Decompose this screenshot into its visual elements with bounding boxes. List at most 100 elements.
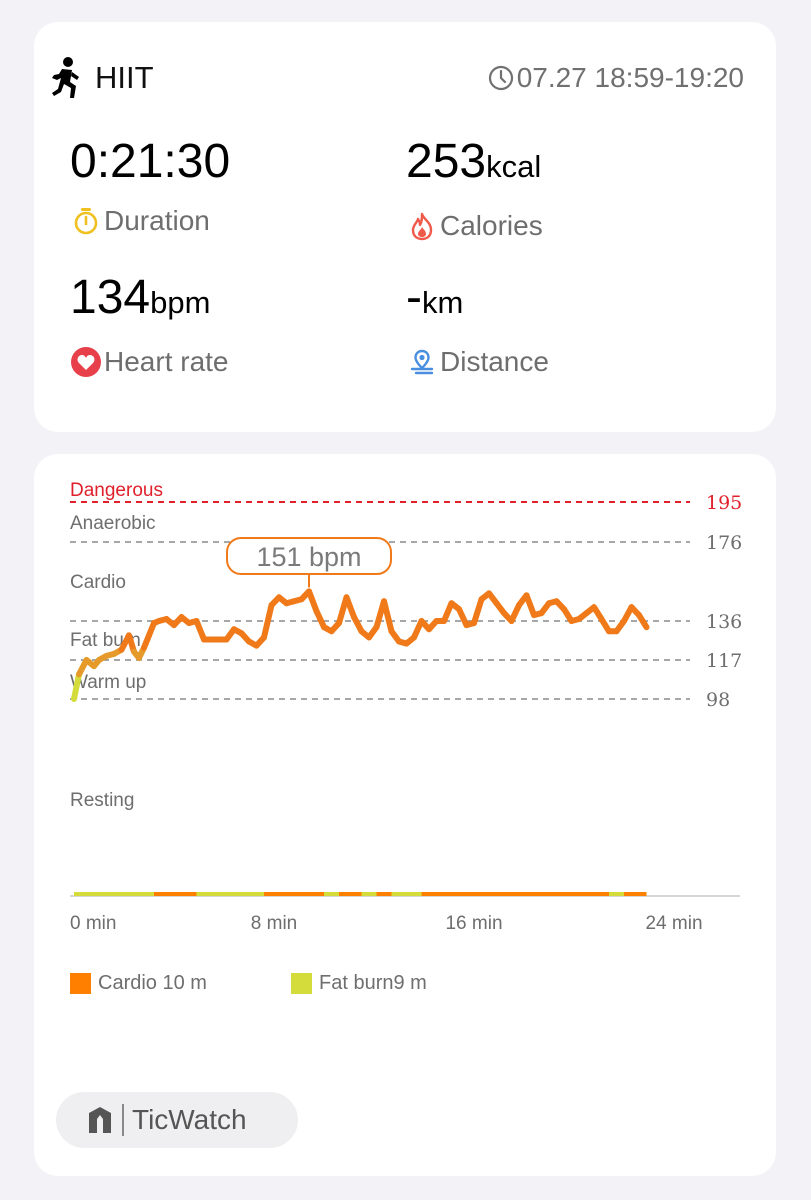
zone-strip-segment bbox=[601, 892, 609, 896]
x-tick-label: 0 min bbox=[70, 913, 116, 934]
calories-value: 253 bbox=[406, 135, 487, 188]
duration-value: 0:21:30 bbox=[70, 135, 231, 188]
zone-strip-segment bbox=[331, 892, 339, 896]
zone-strip-segment bbox=[421, 892, 429, 896]
legend-cardio-label: Cardio 10 m bbox=[98, 972, 207, 994]
zone-strip-segment bbox=[451, 892, 459, 896]
zone-strip-segment bbox=[489, 892, 497, 896]
zone-strip-segment bbox=[99, 892, 107, 896]
workout-summary-card: HIIT 07.27 18:59-19:20 0:21:30 Duration … bbox=[34, 22, 776, 432]
heart-rate-label: Heart rate bbox=[104, 346, 229, 377]
zone-label-warm-up: Warm up bbox=[70, 672, 146, 693]
zone-strip-segment bbox=[301, 892, 309, 896]
heart-rate-metric: 134bpm Heart rate bbox=[70, 270, 229, 379]
zone-strip-segment bbox=[264, 892, 272, 896]
zone-strip-segment bbox=[79, 892, 87, 896]
legend-item-fat-burn: Fat burn9 m bbox=[291, 972, 427, 995]
zone-strip-segment bbox=[279, 892, 287, 896]
duration-metric: 0:21:30 Duration bbox=[70, 134, 230, 238]
zone-strip-segment bbox=[139, 892, 144, 896]
cardio-swatch bbox=[70, 973, 91, 994]
zone-strip-segment bbox=[541, 892, 549, 896]
zone-strip-segment bbox=[256, 892, 264, 896]
brand-separator bbox=[122, 1104, 124, 1136]
zone-strip-segment bbox=[594, 892, 602, 896]
stopwatch-icon bbox=[74, 208, 98, 235]
zone-strip-segment bbox=[249, 892, 257, 896]
fat-burn-swatch bbox=[291, 973, 312, 994]
zone-strip-segment bbox=[616, 892, 624, 896]
peak-callout-label: 151 bpm bbox=[256, 542, 361, 572]
zone-strip-segment bbox=[144, 892, 149, 896]
zone-strip-segment bbox=[481, 892, 489, 896]
zone-strip-segment bbox=[219, 892, 227, 896]
zone-strip-segment bbox=[94, 892, 99, 896]
heart-rate-segment bbox=[636, 612, 650, 631]
zone-strip-segment bbox=[86, 892, 94, 896]
zone-strip-segment bbox=[429, 892, 437, 896]
ticwatch-brand-button[interactable]: TicWatch bbox=[56, 1092, 298, 1148]
zone-strip-segment bbox=[496, 892, 504, 896]
calories-label: Calories bbox=[440, 210, 543, 241]
clock-icon bbox=[488, 65, 513, 91]
zone-strip-segment bbox=[406, 892, 414, 896]
zone-strip-segment bbox=[286, 892, 294, 896]
zone-strip-segment bbox=[549, 892, 557, 896]
heart-rate-segment bbox=[306, 588, 320, 615]
zone-strip-segment bbox=[166, 892, 174, 896]
zone-strip-segment bbox=[121, 892, 129, 896]
calories-metric: 253kcal Calories bbox=[406, 134, 543, 243]
zone-strip-segment bbox=[346, 892, 354, 896]
zone-strip-segment bbox=[271, 892, 279, 896]
heart-rate-segment bbox=[523, 592, 537, 619]
ticwatch-logo-icon bbox=[89, 1107, 111, 1133]
zone-strip-segment bbox=[159, 892, 167, 896]
x-tick-label: 24 min bbox=[645, 913, 702, 934]
zone-strip-segment bbox=[436, 892, 444, 896]
zone-threshold-fat-burn: 117 bbox=[706, 650, 742, 672]
heart-rate-segment bbox=[261, 602, 275, 641]
zone-strip-segment bbox=[534, 892, 542, 896]
distance-metric: -km Distance bbox=[406, 270, 549, 379]
zone-strip-segment bbox=[414, 892, 422, 896]
zone-strip-segment bbox=[134, 892, 139, 896]
distance-label: Distance bbox=[440, 346, 549, 377]
zone-strip-segment bbox=[241, 892, 249, 896]
workout-time-range: 07.27 18:59-19:20 bbox=[488, 62, 744, 94]
x-tick-label: 8 min bbox=[251, 913, 297, 934]
zone-threshold-dangerous: 195 bbox=[706, 492, 742, 514]
zone-strip-segment bbox=[174, 892, 182, 896]
zone-strip-segment bbox=[571, 892, 579, 896]
zone-threshold-cardio: 136 bbox=[706, 611, 742, 633]
zone-strip-segment bbox=[511, 892, 519, 896]
legend-item-cardio: Cardio 10 m bbox=[70, 972, 207, 995]
zone-strip-segment bbox=[211, 892, 219, 896]
zone-strip-segment bbox=[579, 892, 587, 896]
zone-strip-segment bbox=[309, 892, 317, 896]
brand-name: TicWatch bbox=[132, 1104, 247, 1135]
duration-label: Duration bbox=[104, 205, 210, 236]
flame-icon bbox=[411, 212, 433, 241]
zone-label-cardio: Cardio bbox=[70, 572, 126, 593]
zone-strip-segment bbox=[114, 892, 122, 896]
location-pin-icon bbox=[410, 349, 434, 375]
workout-name: HIIT bbox=[95, 60, 154, 95]
zone-strip-segment bbox=[316, 892, 324, 896]
zone-strip-segment bbox=[226, 892, 234, 896]
zone-strip-segment bbox=[384, 892, 392, 896]
zone-strip-segment bbox=[369, 892, 377, 896]
zone-label-anaerobic: Anaerobic bbox=[70, 513, 156, 534]
zone-strip-segment bbox=[294, 892, 302, 896]
heart-rate-segment bbox=[71, 671, 82, 702]
heart-rate-segment bbox=[381, 598, 395, 635]
distance-unit: km bbox=[421, 285, 464, 320]
zone-strip-segment bbox=[74, 892, 79, 896]
zone-strip-segment bbox=[466, 892, 474, 896]
zone-label-resting: Resting bbox=[70, 790, 134, 811]
heart-rate-unit: bpm bbox=[150, 285, 211, 320]
zone-strip-segment bbox=[181, 892, 189, 896]
legend-fat-burn-label: Fat burn9 m bbox=[319, 972, 427, 994]
zone-strip-segment bbox=[564, 892, 572, 896]
zone-strip-segment bbox=[556, 892, 564, 896]
distance-value: - bbox=[406, 271, 422, 324]
